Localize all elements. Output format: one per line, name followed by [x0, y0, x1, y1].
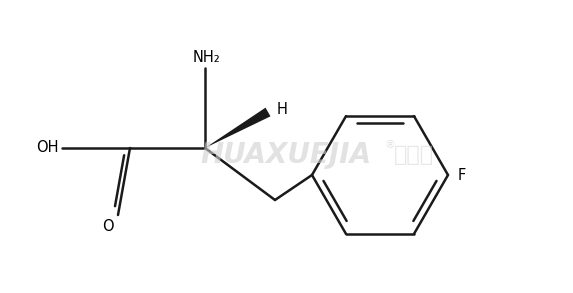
Text: NH₂: NH₂ — [193, 50, 221, 65]
Text: H: H — [277, 103, 288, 117]
Text: HUAXUEJIA: HUAXUEJIA — [201, 141, 371, 169]
Text: O: O — [103, 219, 114, 234]
Text: F: F — [458, 168, 466, 183]
Text: 化学加: 化学加 — [394, 145, 434, 165]
Polygon shape — [205, 108, 270, 148]
Text: OH: OH — [37, 141, 59, 156]
Text: ®: ® — [384, 140, 395, 150]
